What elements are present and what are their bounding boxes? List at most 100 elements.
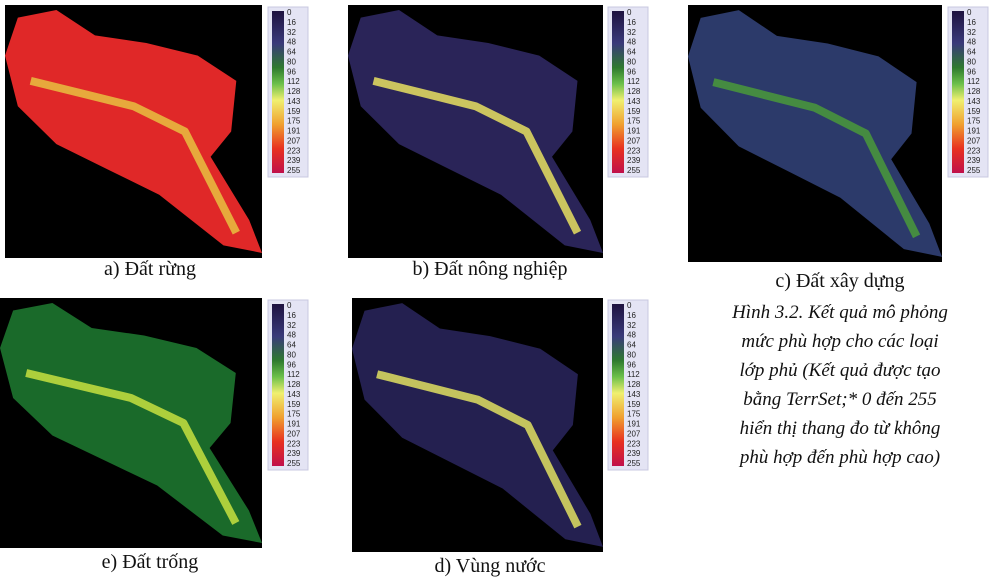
- legend-label: 96: [287, 67, 296, 76]
- legend-label: 32: [627, 321, 636, 330]
- legend-label: 255: [287, 459, 301, 468]
- legend-label: 223: [627, 146, 641, 155]
- legend-label: 80: [627, 350, 636, 359]
- legend-label: 128: [287, 380, 301, 389]
- legend-label: 239: [627, 449, 641, 458]
- legend-label: 223: [287, 146, 301, 155]
- figure-caption-line: mức phù hợp cho các loại: [741, 331, 938, 352]
- legend-label: 128: [627, 380, 641, 389]
- figure-caption-line: Hình 3.2. Kết quả mô phỏng: [731, 302, 948, 323]
- legend-label: 80: [967, 57, 976, 66]
- legend-label: 96: [627, 67, 636, 76]
- legend-label: 143: [287, 97, 301, 106]
- legend-label: 191: [967, 127, 981, 136]
- legend-label: 16: [287, 311, 296, 320]
- legend-label: 48: [287, 331, 296, 340]
- legend-label: 239: [967, 156, 981, 165]
- legend-label: 175: [287, 117, 301, 126]
- legend-label: 255: [627, 166, 641, 175]
- legend-label: 207: [287, 429, 301, 438]
- legend-label: 64: [627, 341, 636, 350]
- legend-label: 64: [287, 48, 296, 57]
- map-region: [348, 10, 603, 253]
- legend-label: 159: [627, 107, 641, 116]
- legend-label: 0: [287, 8, 292, 17]
- legend-label: 159: [967, 107, 981, 116]
- map-panel: 0163248648096112128143159175191207223239…: [0, 298, 309, 573]
- color-bar: [952, 11, 964, 173]
- legend-label: 223: [287, 439, 301, 448]
- color-bar: [612, 304, 624, 466]
- legend-label: 64: [627, 48, 636, 57]
- legend-label: 239: [627, 156, 641, 165]
- color-bar: [272, 11, 284, 173]
- legend-label: 223: [967, 146, 981, 155]
- legend-label: 0: [287, 301, 292, 310]
- legend-label: 128: [967, 87, 981, 96]
- legend-label: 80: [287, 350, 296, 359]
- legend-label: 112: [627, 370, 640, 379]
- map-panel: 0163248648096112128143159175191207223239…: [352, 298, 649, 577]
- legend-label: 255: [287, 166, 301, 175]
- legend-label: 48: [627, 331, 636, 340]
- map-region: [352, 303, 603, 547]
- legend-label: 32: [287, 321, 296, 330]
- legend-label: 159: [287, 400, 301, 409]
- panel-caption: c) Đất xây dựng: [775, 270, 904, 292]
- color-bar: [272, 304, 284, 466]
- legend-label: 207: [287, 136, 301, 145]
- legend-label: 0: [627, 8, 632, 17]
- legend-label: 80: [627, 57, 636, 66]
- map-region: [5, 10, 262, 253]
- legend-label: 96: [627, 360, 636, 369]
- color-bar: [612, 11, 624, 173]
- legend-label: 239: [287, 156, 301, 165]
- map-panel: 0163248648096112128143159175191207223239…: [5, 5, 309, 280]
- legend-label: 16: [627, 18, 636, 27]
- legend-label: 159: [287, 107, 301, 116]
- legend-label: 112: [967, 77, 980, 86]
- legend-label: 0: [967, 8, 972, 17]
- legend-label: 48: [967, 38, 976, 47]
- legend-label: 175: [627, 410, 641, 419]
- map-region: [0, 303, 262, 543]
- legend-label: 96: [967, 67, 976, 76]
- map-highlight: [25, 369, 240, 525]
- legend-label: 143: [627, 97, 641, 106]
- legend-label: 143: [627, 390, 641, 399]
- legend-label: 16: [287, 18, 296, 27]
- legend-label: 175: [287, 410, 301, 419]
- panel-caption: e) Đất trống: [102, 551, 199, 573]
- legend-label: 175: [627, 117, 641, 126]
- figure-caption-line: phù hợp đến phù hợp cao): [738, 447, 940, 468]
- figure-caption-line: lớp phủ (Kết quả được tạo: [739, 360, 940, 381]
- legend-label: 128: [287, 87, 301, 96]
- legend-label: 191: [287, 127, 301, 136]
- map-highlight: [712, 78, 921, 239]
- figure-caption-line: hiển thị thang đo từ không: [740, 418, 941, 439]
- legend-label: 207: [967, 136, 981, 145]
- map-highlight: [29, 77, 240, 235]
- map-highlight: [376, 370, 582, 529]
- legend-label: 32: [287, 28, 296, 37]
- legend-label: 16: [627, 311, 636, 320]
- legend-label: 64: [967, 48, 976, 57]
- legend-label: 80: [287, 57, 296, 66]
- legend-label: 207: [627, 136, 641, 145]
- panel-caption: a) Đất rừng: [104, 258, 196, 280]
- legend-label: 16: [967, 18, 976, 27]
- legend-label: 255: [627, 459, 641, 468]
- legend-label: 143: [967, 97, 981, 106]
- legend-label: 96: [287, 360, 296, 369]
- legend-label: 175: [967, 117, 981, 126]
- legend-label: 48: [627, 38, 636, 47]
- legend-label: 128: [627, 87, 641, 96]
- legend-label: 159: [627, 400, 641, 409]
- legend-label: 191: [287, 420, 301, 429]
- map-region: [688, 10, 942, 257]
- legend-label: 112: [287, 77, 300, 86]
- map-highlight: [372, 77, 582, 235]
- legend-label: 0: [627, 301, 632, 310]
- legend-label: 191: [627, 420, 641, 429]
